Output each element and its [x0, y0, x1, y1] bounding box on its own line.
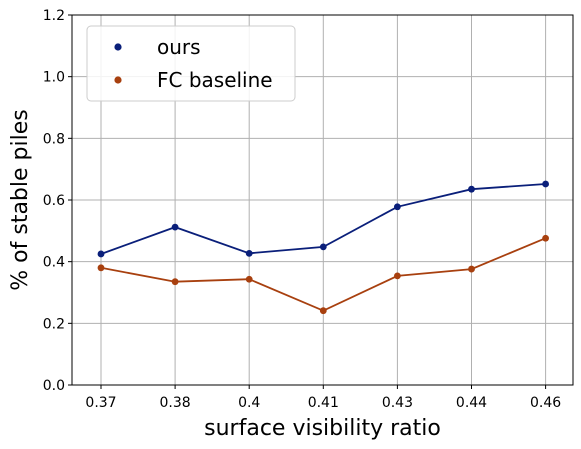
legend-box — [86, 25, 296, 102]
data-point — [97, 264, 105, 272]
x-ticks: 0.37 0.38 0.4 0.41 0.43 0.44 0.46 — [85, 385, 561, 411]
legend-label-fc-baseline: FC baseline — [157, 68, 273, 92]
data-point — [542, 180, 549, 188]
x-tick-label: 0.43 — [382, 395, 413, 411]
y-tick-label: 0.8 — [43, 131, 65, 147]
y-tick-label: 0.2 — [43, 316, 65, 332]
data-point — [171, 278, 179, 286]
data-point — [468, 265, 475, 273]
data-point — [394, 203, 401, 211]
x-tick-label: 0.46 — [530, 395, 561, 411]
data-point — [468, 185, 475, 193]
data-point — [319, 243, 327, 251]
data-point — [171, 223, 179, 231]
data-point — [319, 307, 327, 315]
series-points — [97, 180, 549, 315]
legend-marker-ours — [114, 43, 122, 51]
data-point — [97, 250, 105, 258]
x-tick-label: 0.4 — [238, 395, 260, 411]
y-tick-label: 1.2 — [43, 8, 65, 24]
y-tick-label: 0.6 — [43, 193, 65, 209]
legend: ours FC baseline — [86, 25, 296, 102]
x-tick-label: 0.41 — [308, 395, 339, 411]
y-axis-label: % of stable piles — [8, 109, 33, 290]
legend-marker-fc-baseline — [114, 76, 122, 84]
x-tick-label: 0.44 — [456, 395, 487, 411]
y-ticks: 0.0 0.2 0.4 0.6 0.8 1.0 1.2 — [43, 8, 72, 394]
y-tick-label: 0.0 — [43, 378, 65, 394]
y-tick-label: 1.0 — [43, 70, 65, 86]
legend-label-ours: ours — [157, 35, 201, 59]
y-tick-label: 0.4 — [43, 255, 65, 271]
data-point — [394, 272, 401, 280]
x-tick-label: 0.37 — [85, 395, 116, 411]
x-tick-label: 0.38 — [160, 395, 191, 411]
x-axis-label: surface visibility ratio — [204, 416, 441, 441]
data-point — [542, 234, 549, 242]
data-point — [245, 275, 253, 283]
data-point — [245, 249, 253, 257]
